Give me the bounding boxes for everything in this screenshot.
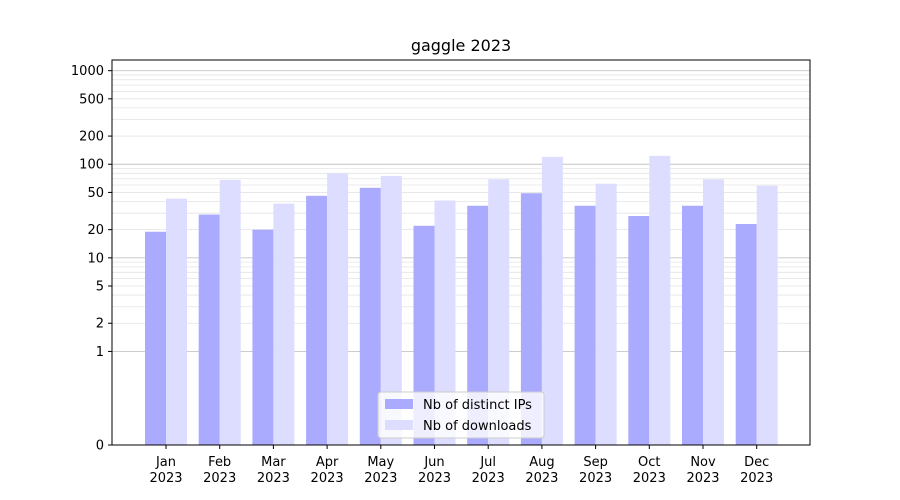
legend: Nb of distinct IPs Nb of downloads	[377, 391, 545, 439]
y-tick-label: 0	[96, 439, 104, 454]
x-tick-label-month: Jun	[423, 455, 444, 470]
x-tick-label-month: Sep	[583, 455, 608, 470]
bar-downloads	[327, 173, 349, 445]
bar-downloads	[703, 179, 724, 445]
bar-distinct-ips	[145, 231, 166, 445]
bar-downloads	[541, 156, 563, 446]
bar-downloads	[595, 183, 617, 445]
x-tick-label-year: 2023	[740, 471, 773, 486]
y-tick-label: 50	[87, 186, 104, 201]
x-tick-label-year: 2023	[257, 471, 290, 486]
y-axis: 0 1 2 5 10 20 50 100 200 500 1000	[71, 64, 112, 454]
bar-downloads	[434, 200, 456, 445]
y-tick-label: 5	[96, 280, 104, 295]
bar-downloads	[380, 175, 402, 445]
chart-title: gaggle 2023	[411, 36, 511, 55]
bar-distinct-ips	[198, 214, 220, 445]
x-tick-label-year: 2023	[686, 471, 719, 486]
x-tick-label-year: 2023	[633, 471, 666, 486]
bar-distinct-ips	[413, 225, 435, 445]
legend-swatch	[385, 420, 413, 430]
bar-downloads	[488, 179, 510, 445]
x-tick-label-year: 2023	[418, 471, 451, 486]
bar-downloads	[649, 155, 671, 445]
plot-frame	[111, 59, 811, 446]
x-tick-label-year: 2023	[149, 471, 182, 486]
x-tick-label-year: 2023	[203, 471, 236, 486]
bar-distinct-ips	[735, 223, 757, 445]
legend-label: Nb of distinct IPs	[423, 398, 532, 413]
bars	[145, 155, 778, 446]
x-tick-label-month: Apr	[316, 455, 339, 470]
x-tick-label-month: Dec	[744, 455, 769, 470]
bar-distinct-ips	[467, 205, 489, 445]
bar-distinct-ips	[359, 187, 381, 445]
x-axis: Jan2023Feb2023Mar2023Apr2023May2023Jun20…	[149, 445, 773, 486]
legend-label: Nb of downloads	[423, 419, 532, 434]
bar-downloads	[166, 198, 187, 445]
x-tick-label-year: 2023	[472, 471, 505, 486]
bar-downloads	[756, 185, 778, 446]
x-tick-label-month: Oct	[638, 455, 660, 470]
x-tick-label-month: Aug	[529, 455, 554, 470]
y-tick-label: 20	[87, 223, 104, 238]
bar-distinct-ips	[306, 195, 328, 445]
x-tick-label-month: Mar	[261, 455, 286, 470]
x-tick-label-month: Jan	[155, 455, 176, 470]
x-tick-label-year: 2023	[311, 471, 344, 486]
bar-distinct-ips	[628, 215, 650, 445]
x-tick-label-month: May	[367, 455, 394, 470]
bar-downloads	[219, 179, 241, 445]
legend-box	[377, 391, 545, 439]
y-tick-label: 1	[96, 345, 104, 360]
bar-distinct-ips	[574, 205, 596, 445]
legend-swatch	[385, 399, 413, 409]
y-tick-label: 200	[79, 130, 104, 145]
y-tick-label: 100	[79, 158, 104, 173]
bar-downloads	[273, 203, 295, 445]
bar-distinct-ips	[252, 229, 274, 445]
x-tick-label-month: Nov	[690, 455, 716, 470]
x-tick-label-year: 2023	[364, 471, 397, 486]
bar-distinct-ips	[682, 205, 703, 445]
y-tick-label: 500	[79, 92, 104, 107]
y-tick-label: 2	[96, 317, 104, 332]
x-tick-label-month: Jul	[479, 455, 496, 470]
y-tick-label: 10	[87, 251, 104, 266]
y-tick-label: 1000	[71, 64, 104, 79]
bar-distinct-ips	[520, 193, 542, 445]
x-tick-label-year: 2023	[525, 471, 558, 486]
x-tick-label-month: Feb	[208, 455, 231, 470]
x-tick-label-year: 2023	[579, 471, 612, 486]
